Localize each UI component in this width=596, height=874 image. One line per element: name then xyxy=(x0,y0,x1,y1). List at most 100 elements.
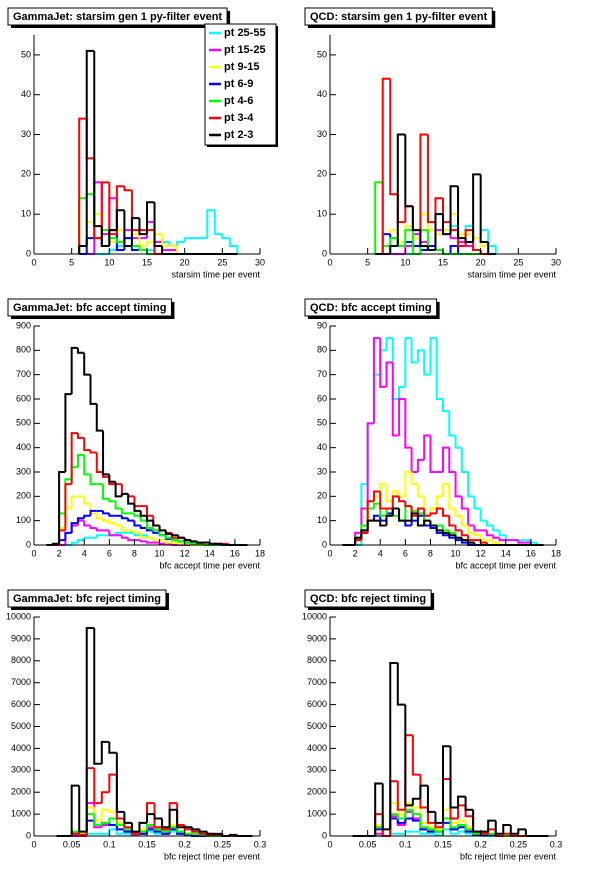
histogram-bin xyxy=(396,133,406,247)
histogram-bin xyxy=(95,452,104,473)
histogram-bin xyxy=(374,181,383,254)
histogram-bin xyxy=(152,520,160,527)
histogram-bin xyxy=(472,809,481,833)
histogram-bin xyxy=(153,222,163,244)
histogram-bin xyxy=(177,542,185,545)
panel: 0 10 20 30 40 50 60 70 80 90 0 2 4 6 8 10 12 14 16 18 bfc ac… xyxy=(304,298,561,570)
y-tick-label: 4000 xyxy=(307,743,327,753)
y-tick-label: 90 xyxy=(317,320,327,330)
histogram-bin xyxy=(426,807,436,824)
histogram-bin xyxy=(95,534,104,538)
histogram-bin xyxy=(115,229,125,243)
histogram-bin xyxy=(221,234,230,240)
histogram-bin xyxy=(379,491,387,510)
histogram-bin xyxy=(102,518,110,522)
histogram-bin xyxy=(464,820,474,829)
histogram-bin xyxy=(189,542,198,545)
histogram-bin xyxy=(487,819,496,832)
x-tick-label: 10 xyxy=(451,548,461,558)
histogram-bin xyxy=(492,540,500,544)
histogram-bin xyxy=(158,530,166,537)
histogram-bin xyxy=(133,503,141,512)
histogram-bin xyxy=(385,361,393,387)
histogram-bin xyxy=(372,337,381,424)
histogram-bin xyxy=(457,826,466,830)
x-tick-label: 8 xyxy=(428,548,433,558)
histogram-bin xyxy=(449,245,459,254)
histogram-bin xyxy=(419,234,428,244)
x-tick-label: 15 xyxy=(438,257,448,267)
x-tick-label: 5 xyxy=(69,257,74,267)
legend-label: pt 6-9 xyxy=(224,78,253,90)
histogram-bin xyxy=(472,173,481,243)
histogram-bin xyxy=(472,226,481,240)
histogram-bin xyxy=(485,530,494,537)
histogram-bin xyxy=(374,782,383,836)
legend-label: pt 25-55 xyxy=(224,27,266,39)
histogram-bin xyxy=(146,802,155,823)
histogram-bin xyxy=(70,541,78,545)
histogram-bin xyxy=(423,519,431,526)
histogram-bin xyxy=(379,520,387,527)
x-tick-label: 12 xyxy=(180,548,190,558)
histogram-bin xyxy=(448,411,456,437)
histogram-bin xyxy=(398,508,406,522)
x-axis-title: starsim time per event xyxy=(467,269,556,279)
histogram-bin xyxy=(64,531,72,541)
histogram-bin xyxy=(146,520,154,529)
histogram-bin xyxy=(381,182,391,248)
histogram-bin xyxy=(442,808,451,830)
histogram-bin xyxy=(58,471,66,544)
y-tick-label: 0 xyxy=(322,539,327,549)
histogram-bin xyxy=(389,237,398,247)
panel: 0 10 20 30 40 50 0 5 10 15 20 25 30 starsim time per … xyxy=(7,7,278,279)
x-tick-label: 12 xyxy=(476,548,486,558)
histogram-bin xyxy=(410,472,418,486)
histogram-bin xyxy=(473,496,481,510)
y-tick-label: 2000 xyxy=(307,787,327,797)
histogram-bin xyxy=(70,522,78,533)
y-tick-label: 3000 xyxy=(11,765,31,775)
histogram-bin xyxy=(76,539,85,543)
histogram-bin xyxy=(419,230,428,248)
x-tick-label: 0 xyxy=(31,839,36,849)
histogram-bin xyxy=(426,134,436,224)
histogram-bin xyxy=(100,821,110,826)
histogram-bin xyxy=(93,803,102,829)
histogram-bin xyxy=(108,822,117,827)
x-tick-label: 20 xyxy=(180,257,190,267)
x-tick-label: 0.15 xyxy=(434,839,452,849)
histogram-bin xyxy=(114,523,122,527)
histogram-bin xyxy=(473,532,481,537)
y-tick-label: 50 xyxy=(317,49,327,59)
histogram-bin xyxy=(108,741,117,754)
histogram-bin xyxy=(396,818,406,824)
x-tick-label: 0 xyxy=(327,257,332,267)
x-tick-label: 30 xyxy=(255,257,265,267)
histogram-bin xyxy=(102,484,110,500)
histogram-bin xyxy=(89,509,97,516)
histogram-bin xyxy=(524,829,534,837)
histogram-bin xyxy=(416,513,425,527)
x-tick-label: 0.1 xyxy=(399,839,412,849)
histogram-bin xyxy=(404,205,413,223)
histogram-bin xyxy=(115,818,125,827)
histogram-bin xyxy=(429,337,437,375)
histogram-bin xyxy=(83,437,91,452)
y-tick-label: 10 xyxy=(317,209,327,219)
histogram-bin xyxy=(472,234,481,240)
histogram-bin xyxy=(100,791,110,804)
histogram-bin xyxy=(196,541,204,544)
x-tick-label: 0.1 xyxy=(103,839,116,849)
histogram-bin xyxy=(457,824,466,828)
histogram-bin xyxy=(115,230,125,252)
x-tick-label: 0 xyxy=(327,548,332,558)
histogram-bin xyxy=(78,117,87,254)
x-tick-label: 0 xyxy=(31,257,36,267)
x-tick-label: 5 xyxy=(365,257,370,267)
histogram-bin xyxy=(529,540,538,544)
x-tick-label: 0 xyxy=(327,839,332,849)
histogram-bin xyxy=(389,813,398,836)
histogram-bin xyxy=(404,734,413,810)
histogram-bin xyxy=(381,233,391,254)
